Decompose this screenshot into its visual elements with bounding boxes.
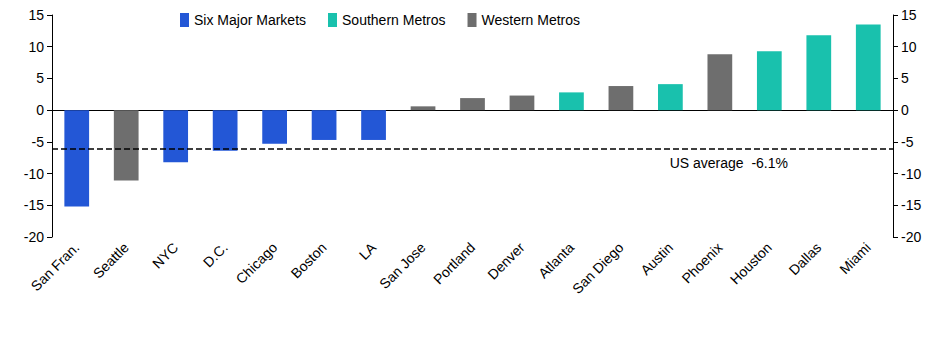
svg-text:US average -6.1%: US average -6.1% <box>670 155 788 171</box>
svg-text:0: 0 <box>901 102 909 118</box>
svg-text:Dallas: Dallas <box>786 239 825 278</box>
svg-text:Atlanta: Atlanta <box>535 239 577 281</box>
svg-text:0: 0 <box>36 102 44 118</box>
svg-text:Six Major Markets: Six Major Markets <box>194 12 306 28</box>
svg-text:-15: -15 <box>901 197 921 213</box>
svg-text:Denver: Denver <box>484 239 527 282</box>
svg-text:Seattle: Seattle <box>90 239 132 281</box>
svg-text:15: 15 <box>28 7 44 23</box>
svg-text:NYC: NYC <box>149 239 181 271</box>
svg-text:-20: -20 <box>901 229 921 245</box>
svg-text:Miami: Miami <box>836 239 874 277</box>
svg-text:Phoenix: Phoenix <box>678 239 725 286</box>
svg-text:Portland: Portland <box>430 239 478 287</box>
svg-text:10: 10 <box>28 39 44 55</box>
svg-text:-5: -5 <box>901 134 914 150</box>
svg-text:D.C.: D.C. <box>200 239 231 270</box>
svg-text:-5: -5 <box>32 134 45 150</box>
svg-text:Chicago: Chicago <box>233 239 281 287</box>
svg-text:Southern Metros: Southern Metros <box>342 12 446 28</box>
svg-text:San Fran.: San Fran. <box>28 239 83 294</box>
svg-text:15: 15 <box>901 7 917 23</box>
svg-text:Western Metros: Western Metros <box>482 12 581 28</box>
svg-text:-10: -10 <box>901 166 921 182</box>
svg-text:Boston: Boston <box>288 239 330 281</box>
svg-text:LA: LA <box>356 239 380 263</box>
svg-text:San Diego: San Diego <box>569 239 627 297</box>
svg-text:-10: -10 <box>24 166 44 182</box>
svg-text:10: 10 <box>901 39 917 55</box>
svg-text:Austin: Austin <box>637 239 676 278</box>
svg-text:-20: -20 <box>24 229 44 245</box>
svg-text:5: 5 <box>901 70 909 86</box>
svg-text:Houston: Houston <box>727 239 775 287</box>
svg-text:San Jose: San Jose <box>376 239 429 292</box>
svg-text:5: 5 <box>36 70 44 86</box>
svg-text:-15: -15 <box>24 197 44 213</box>
